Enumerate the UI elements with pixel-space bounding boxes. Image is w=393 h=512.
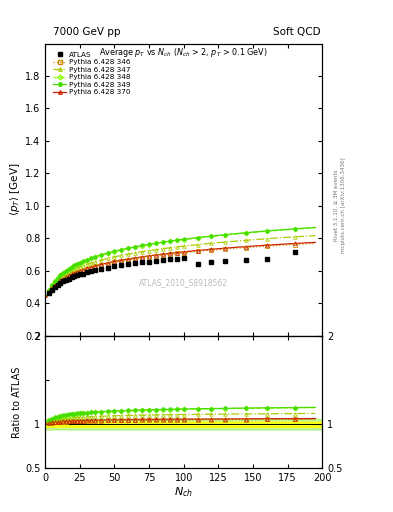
Y-axis label: $\langle p_T \rangle$ [GeV]: $\langle p_T \rangle$ [GeV] — [8, 163, 22, 217]
X-axis label: $N_{ch}$: $N_{ch}$ — [174, 485, 193, 499]
Text: ATLAS_2010_S8918562: ATLAS_2010_S8918562 — [139, 279, 228, 288]
Text: Rivet 3.1.10, ≥ 3M events: Rivet 3.1.10, ≥ 3M events — [334, 169, 338, 241]
Text: mcplots.cern.ch [arXiv:1306.3436]: mcplots.cern.ch [arXiv:1306.3436] — [342, 157, 346, 252]
Text: 7000 GeV pp: 7000 GeV pp — [53, 27, 121, 37]
Y-axis label: Ratio to ATLAS: Ratio to ATLAS — [12, 367, 22, 438]
Text: Soft QCD: Soft QCD — [273, 27, 320, 37]
Text: Average $p_T$ vs $N_{ch}$ ($N_{ch}$ > 2, $p_T$ > 0.1 GeV): Average $p_T$ vs $N_{ch}$ ($N_{ch}$ > 2,… — [99, 47, 268, 59]
Legend: ATLAS, Pythia 6.428 346, Pythia 6.428 347, Pythia 6.428 348, Pythia 6.428 349, P: ATLAS, Pythia 6.428 346, Pythia 6.428 34… — [51, 50, 132, 96]
